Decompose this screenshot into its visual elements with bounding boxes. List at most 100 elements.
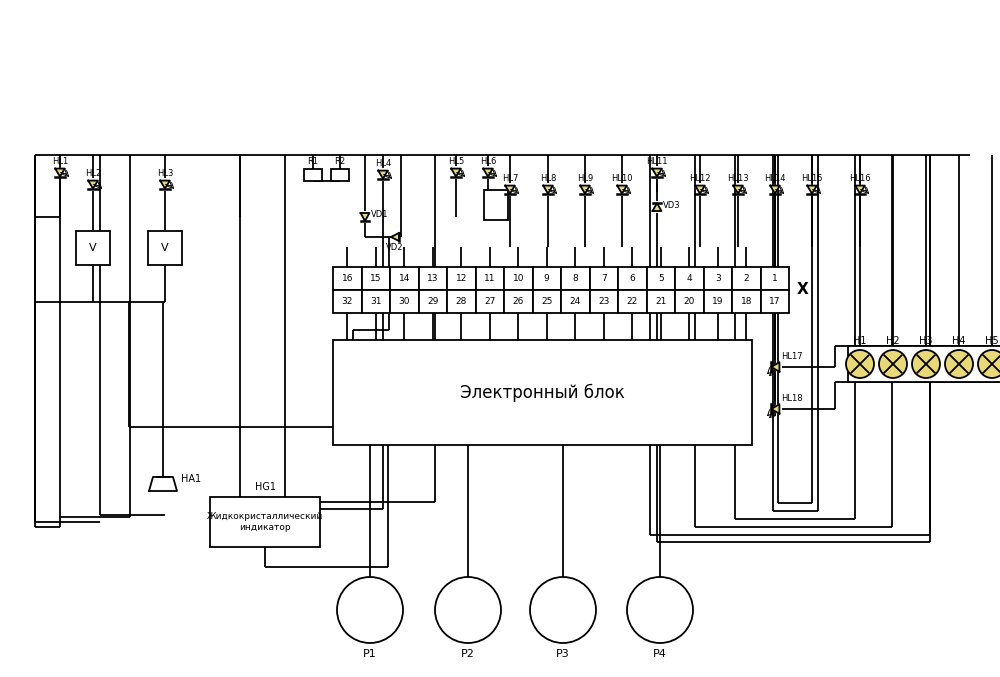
Polygon shape xyxy=(652,169,662,177)
Bar xyxy=(484,190,508,220)
Bar xyxy=(447,290,476,313)
Polygon shape xyxy=(149,477,177,491)
Polygon shape xyxy=(733,185,743,194)
Circle shape xyxy=(627,577,693,643)
Text: HL17: HL17 xyxy=(781,351,803,361)
Circle shape xyxy=(945,350,973,378)
Text: 29: 29 xyxy=(427,297,438,306)
Text: HL13: HL13 xyxy=(727,174,749,183)
Text: 11: 11 xyxy=(484,274,496,283)
Bar xyxy=(590,290,618,313)
Text: R2: R2 xyxy=(334,157,346,166)
Bar xyxy=(362,290,390,313)
Bar xyxy=(618,290,646,313)
Text: V: V xyxy=(161,243,169,253)
Text: HL12: HL12 xyxy=(689,174,711,183)
Text: R1: R1 xyxy=(307,157,319,166)
Circle shape xyxy=(337,577,403,643)
Bar xyxy=(210,497,320,547)
Bar xyxy=(333,340,752,445)
Bar xyxy=(504,267,532,290)
Circle shape xyxy=(530,577,596,643)
Polygon shape xyxy=(771,362,779,372)
Text: HG1: HG1 xyxy=(254,482,276,492)
Polygon shape xyxy=(617,185,627,194)
Text: 18: 18 xyxy=(740,297,752,306)
Circle shape xyxy=(879,350,907,378)
Text: 27: 27 xyxy=(484,297,495,306)
Text: 1: 1 xyxy=(772,274,778,283)
Text: HL14: HL14 xyxy=(764,174,786,183)
Text: 16: 16 xyxy=(342,274,353,283)
Polygon shape xyxy=(88,181,98,189)
Bar xyxy=(704,290,732,313)
Bar xyxy=(76,231,110,265)
Bar xyxy=(362,267,390,290)
Text: 23: 23 xyxy=(598,297,609,306)
Text: 10: 10 xyxy=(512,274,524,283)
Text: 20: 20 xyxy=(684,297,695,306)
Bar xyxy=(675,267,704,290)
Text: Электронный блок: Электронный блок xyxy=(460,383,625,401)
Polygon shape xyxy=(160,181,170,189)
Circle shape xyxy=(435,577,501,643)
Bar xyxy=(390,267,418,290)
Bar xyxy=(418,290,447,313)
Text: 31: 31 xyxy=(370,297,382,306)
Text: H1: H1 xyxy=(853,336,867,346)
Bar xyxy=(331,169,349,181)
Text: HL11: HL11 xyxy=(646,157,668,166)
Polygon shape xyxy=(55,169,65,177)
Text: HL7: HL7 xyxy=(502,174,518,183)
Bar xyxy=(618,267,646,290)
Text: HL15: HL15 xyxy=(801,174,823,183)
Text: HL1: HL1 xyxy=(52,157,68,166)
Bar xyxy=(848,346,1000,382)
Text: 7: 7 xyxy=(601,274,607,283)
Bar xyxy=(704,267,732,290)
Text: 15: 15 xyxy=(370,274,382,283)
Bar xyxy=(590,267,618,290)
Text: 28: 28 xyxy=(456,297,467,306)
Text: HL16: HL16 xyxy=(849,174,871,183)
Polygon shape xyxy=(855,185,865,194)
Bar xyxy=(476,267,504,290)
Text: P4: P4 xyxy=(653,649,667,659)
Text: 21: 21 xyxy=(655,297,666,306)
Bar xyxy=(418,267,447,290)
Bar xyxy=(646,290,675,313)
Text: V: V xyxy=(89,243,97,253)
Text: 8: 8 xyxy=(572,274,578,283)
Text: HL8: HL8 xyxy=(540,174,556,183)
Polygon shape xyxy=(391,233,399,241)
Text: VD2: VD2 xyxy=(386,244,404,253)
Polygon shape xyxy=(580,185,590,194)
Text: HA1: HA1 xyxy=(181,474,201,484)
Bar xyxy=(476,290,504,313)
Text: 26: 26 xyxy=(513,297,524,306)
Text: VD1: VD1 xyxy=(371,210,388,219)
Text: HL18: HL18 xyxy=(781,393,803,403)
Text: H3: H3 xyxy=(919,336,933,346)
Text: 13: 13 xyxy=(427,274,438,283)
Polygon shape xyxy=(807,185,817,194)
Bar xyxy=(333,267,362,290)
Bar xyxy=(732,290,761,313)
Polygon shape xyxy=(653,203,661,211)
Bar xyxy=(390,290,418,313)
Polygon shape xyxy=(483,169,493,177)
Text: 9: 9 xyxy=(544,274,550,283)
Bar xyxy=(532,267,561,290)
Text: 4: 4 xyxy=(686,274,692,283)
Bar xyxy=(761,267,789,290)
Bar xyxy=(447,267,476,290)
Text: 2: 2 xyxy=(743,274,749,283)
Text: VD3: VD3 xyxy=(663,201,681,210)
Text: HL3: HL3 xyxy=(157,169,173,178)
Polygon shape xyxy=(505,185,515,194)
Text: X: X xyxy=(797,282,809,297)
Bar xyxy=(675,290,704,313)
Polygon shape xyxy=(770,185,780,194)
Bar xyxy=(532,290,561,313)
Bar xyxy=(761,290,789,313)
